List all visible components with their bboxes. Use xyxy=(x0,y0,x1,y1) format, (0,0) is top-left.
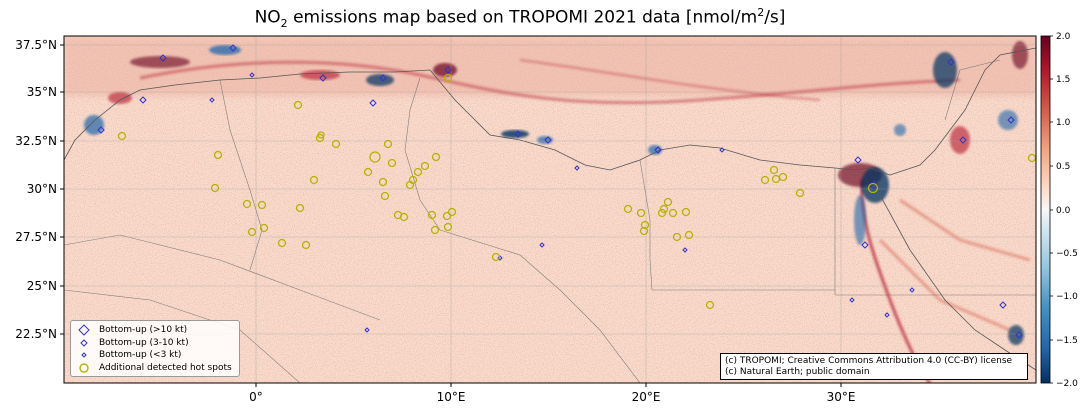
large-diamond-icon xyxy=(77,324,91,336)
x-tick-label: 30°E xyxy=(827,390,856,404)
colorbar-tick-label: −1.5 xyxy=(1056,336,1078,346)
attribution-line: (c) Natural Earth; public domain xyxy=(725,367,870,377)
colorbar-tick-label: 1.0 xyxy=(1056,118,1071,128)
y-tick-label: 25°N xyxy=(27,279,57,293)
legend-item: Bottom-up (>10 kt) xyxy=(77,324,233,337)
colorbar xyxy=(1040,35,1051,384)
y-tick-label: 30°N xyxy=(27,182,57,196)
legend-label: Bottom-up (>10 kt) xyxy=(99,325,188,336)
colorbar-tick-label: 0.0 xyxy=(1056,206,1071,216)
map-title: NO2 emissions map based on TROPOMI 2021 … xyxy=(254,6,786,31)
legend-label: Bottom-up (3-10 kt) xyxy=(99,337,189,348)
colorbar-tick-label: 2.0 xyxy=(1056,32,1071,42)
coastline xyxy=(64,47,1036,176)
legend-item: Bottom-up (3-10 kt) xyxy=(77,337,233,350)
legend-item: Bottom-up (<3 kt) xyxy=(77,349,233,362)
y-tick-label: 37.5°N xyxy=(15,38,57,52)
y-tick-label: 22.5°N xyxy=(15,327,57,341)
y-tick-label: 35°N xyxy=(27,85,57,99)
y-tick-label: 32.5°N xyxy=(15,134,57,148)
colorbar-tick-label: 1.5 xyxy=(1056,75,1070,85)
legend-label: Additional detected hot spots xyxy=(99,362,232,373)
legend-label: Bottom-up (<3 kt) xyxy=(99,350,182,361)
detected-hotspots xyxy=(117,73,1037,310)
legend-item: Additional detected hot spots xyxy=(77,362,233,375)
colorbar-tick-label: 0.5 xyxy=(1056,162,1070,172)
colorbar-tick-label: −1.0 xyxy=(1056,292,1078,302)
circle-icon xyxy=(77,362,91,374)
x-tick-label: 0° xyxy=(249,390,263,404)
colorbar-tick-label: −0.5 xyxy=(1056,249,1078,259)
y-tick-label: 27.5°N xyxy=(15,230,57,244)
map-legend: Bottom-up (>10 kt) Bottom-up (3-10 kt) B… xyxy=(70,320,240,377)
medium-diamond-icon xyxy=(77,337,91,349)
small-diamond-icon xyxy=(77,349,91,361)
country-borders xyxy=(64,59,1036,383)
attribution-line: (c) TROPOMI; Creative Commons Attributio… xyxy=(725,356,1013,366)
x-tick-label: 10°E xyxy=(437,390,466,404)
bottom-up-sources xyxy=(97,44,1023,339)
x-tick-label: 20°E xyxy=(632,390,661,404)
attribution-box: (c) TROPOMI; Creative Commons Attributio… xyxy=(720,353,1028,380)
map-frame xyxy=(63,35,1037,384)
colorbar-tick-label: −2.0 xyxy=(1056,379,1078,389)
